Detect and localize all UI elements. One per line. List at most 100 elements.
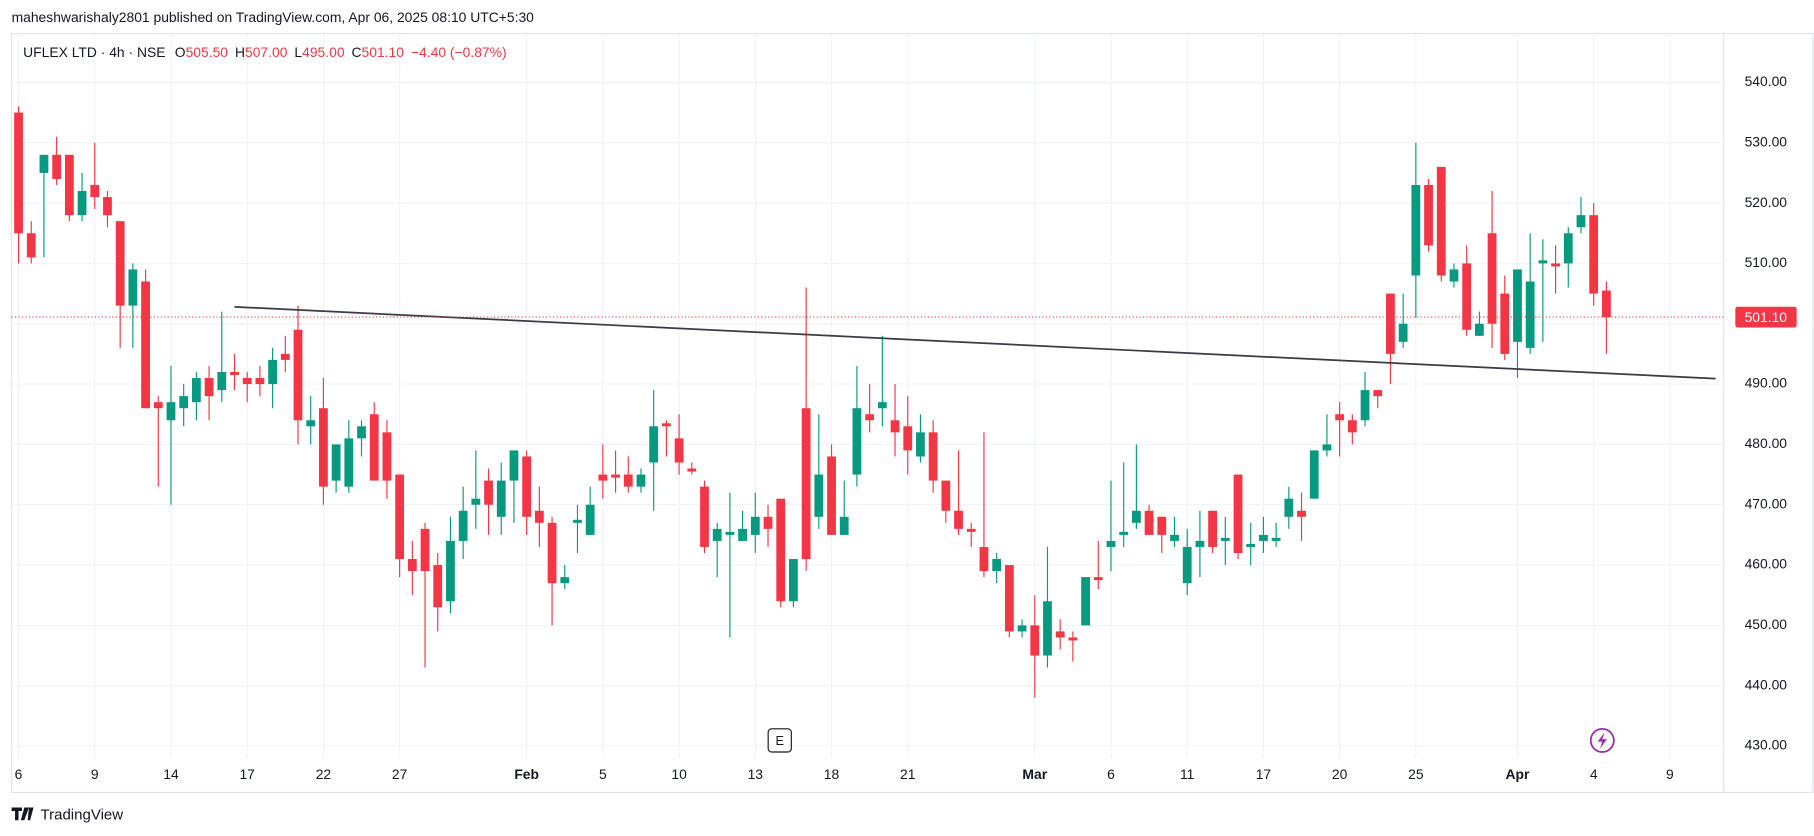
- candle-body: [865, 414, 875, 421]
- candle-body: [1449, 269, 1459, 282]
- candle-body: [1106, 540, 1116, 547]
- x-tick-label: 13: [748, 766, 764, 782]
- ohlc-value: 505.50: [186, 44, 229, 60]
- x-tick-label: 4: [1590, 766, 1598, 782]
- x-tick-label: 18: [824, 766, 840, 782]
- candle-body: [52, 154, 62, 179]
- candle-body: [344, 438, 354, 487]
- brand: TradingView: [40, 807, 123, 824]
- ohlc-key: H: [235, 44, 245, 60]
- candle-body: [1360, 390, 1370, 421]
- candle-body: [115, 221, 125, 306]
- candle-body: [1589, 215, 1599, 294]
- candle-body: [522, 456, 532, 517]
- candle-body: [1131, 510, 1141, 523]
- candle-body: [357, 426, 366, 439]
- x-tick-label: 9: [91, 766, 99, 782]
- candle-body: [1551, 263, 1560, 267]
- candle-body: [484, 480, 493, 505]
- candle-body: [1068, 637, 1078, 641]
- candle-body: [1119, 531, 1129, 535]
- candle-body: [1017, 625, 1027, 632]
- y-tick-label: 520.00: [1745, 194, 1788, 210]
- candle-body: [966, 528, 976, 532]
- y-tick-label: 460.00: [1745, 556, 1788, 572]
- candle-body: [738, 528, 747, 541]
- candle-body: [1208, 510, 1218, 547]
- last-price-box: [1735, 306, 1797, 328]
- candle-body: [141, 281, 150, 409]
- candle-body: [166, 402, 176, 421]
- candle-body: [77, 191, 87, 216]
- lightning-icon: [1597, 732, 1607, 749]
- candle-body: [1500, 293, 1510, 354]
- y-tick-label: 510.00: [1745, 254, 1788, 270]
- candle-body: [217, 372, 227, 391]
- candle-body: [814, 474, 824, 517]
- ohlc-value: 507.00: [245, 44, 288, 60]
- candle-body: [1043, 601, 1052, 656]
- x-tick-label: 20: [1332, 766, 1348, 782]
- x-tick-label: 5: [599, 766, 607, 782]
- candle-body: [763, 516, 773, 529]
- candle-body: [776, 498, 786, 602]
- y-tick-label: 450.00: [1745, 616, 1788, 632]
- candle-body: [1474, 323, 1484, 336]
- x-tick-label: 9: [1666, 766, 1674, 782]
- candle-body: [573, 519, 582, 523]
- candle-body: [1271, 537, 1281, 541]
- chart-frame: [10, 32, 1814, 794]
- y-tick-label: 530.00: [1745, 133, 1788, 149]
- candle-body: [103, 197, 112, 216]
- candle-body: [1259, 534, 1268, 541]
- earnings-letter: E: [776, 733, 784, 748]
- candle-body: [941, 480, 951, 511]
- candle-body: [420, 528, 430, 572]
- candle-body: [255, 378, 265, 385]
- candle-body: [877, 402, 887, 409]
- candle-body: [687, 468, 697, 472]
- candle-body: [1322, 444, 1332, 451]
- candle-body: [1182, 546, 1192, 584]
- candle-body: [789, 559, 798, 602]
- candle-body: [890, 420, 900, 433]
- candle-body: [598, 474, 608, 481]
- x-tick-label: 10: [671, 766, 687, 782]
- candle-body: [509, 450, 519, 481]
- x-tick-label: 17: [239, 766, 255, 782]
- candle-body: [433, 565, 443, 608]
- candle-body: [39, 154, 49, 173]
- candle-body: [1525, 281, 1535, 348]
- ohlc-value: 501.10: [362, 44, 405, 60]
- candle-body: [1195, 540, 1205, 547]
- candle-body: [1462, 263, 1472, 330]
- candle-body: [992, 559, 1002, 572]
- candle-body: [407, 559, 417, 572]
- earnings-marker[interactable]: [767, 728, 792, 753]
- candle-body: [1513, 269, 1522, 342]
- candle-body: [1487, 233, 1497, 324]
- candle-body: [954, 510, 963, 529]
- candle-body: [839, 516, 849, 535]
- ohlc-key: O: [175, 44, 186, 60]
- change-label: −4.40 (−0.87%): [411, 44, 507, 60]
- candle-body: [534, 510, 544, 523]
- candle-body: [1436, 166, 1446, 276]
- candle-body: [64, 154, 74, 216]
- y-tick-label: 490.00: [1745, 375, 1788, 391]
- x-tick-label: 25: [1408, 766, 1424, 782]
- y-tick-label: 430.00: [1745, 737, 1788, 753]
- candle-body: [1246, 543, 1256, 547]
- candle-body: [230, 372, 239, 376]
- candle-body: [1093, 577, 1103, 581]
- ohlc-key: L: [294, 44, 302, 60]
- ohlc-key: C: [352, 44, 362, 60]
- candle-body: [700, 486, 709, 547]
- y-tick-label: 470.00: [1745, 495, 1788, 511]
- candle-body: [916, 432, 925, 457]
- candle-body: [1004, 565, 1014, 632]
- candle-body: [280, 353, 290, 360]
- candle-body: [458, 510, 468, 541]
